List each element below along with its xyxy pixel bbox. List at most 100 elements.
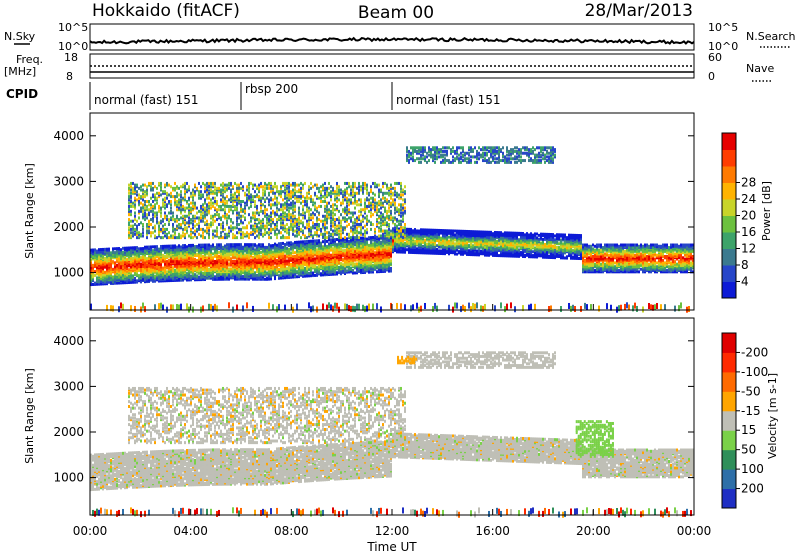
range-cell	[96, 276, 98, 279]
range-cell	[220, 260, 222, 263]
range-cell	[212, 190, 214, 193]
range-cell	[214, 185, 216, 188]
range-cell	[356, 203, 358, 206]
range-cell	[284, 267, 286, 270]
range-cell	[230, 257, 232, 260]
range-cell	[294, 255, 296, 258]
range-cell	[260, 261, 262, 264]
range-cell	[106, 275, 108, 278]
range-cell	[166, 245, 168, 248]
range-cell	[232, 270, 234, 273]
range-cell	[256, 274, 258, 277]
range-cell	[186, 221, 188, 224]
range-cell	[276, 185, 278, 188]
range-cell	[172, 218, 174, 221]
range-cell	[284, 189, 286, 192]
range-cell	[354, 218, 356, 221]
range-cell	[222, 203, 224, 206]
range-cell	[180, 268, 182, 271]
range-cell	[288, 226, 290, 229]
range-cell	[134, 306, 136, 312]
range-cell	[234, 192, 236, 195]
range-cell	[134, 184, 136, 187]
range-cell	[312, 221, 314, 224]
range-cell	[332, 221, 334, 224]
range-cell	[318, 239, 320, 242]
range-cell	[128, 231, 130, 234]
range-cell	[292, 242, 294, 245]
range-cell	[304, 267, 306, 270]
range-cell	[338, 230, 340, 233]
range-cell	[118, 266, 120, 269]
freq-tick-bottom: 8	[66, 70, 73, 83]
range-cell	[320, 190, 322, 193]
range-cell	[322, 240, 324, 243]
range-cell	[232, 210, 234, 213]
range-cell	[318, 212, 320, 215]
range-cell	[292, 267, 294, 270]
range-cell	[292, 276, 294, 279]
range-cell	[156, 197, 158, 200]
range-cell	[214, 260, 216, 263]
range-cell	[184, 215, 186, 218]
range-cell	[354, 231, 356, 234]
range-cell	[180, 190, 182, 193]
range-cell	[334, 238, 336, 241]
range-cell	[170, 260, 172, 263]
range-cell	[334, 190, 336, 193]
range-cell	[366, 268, 368, 271]
range-cell	[360, 263, 362, 266]
range-cell	[174, 218, 176, 221]
range-cell	[286, 228, 288, 231]
range-cell	[170, 304, 172, 310]
range-cell	[130, 234, 132, 237]
range-cell	[276, 233, 278, 236]
range-cell	[134, 260, 136, 263]
range-cell	[136, 220, 138, 223]
range-cell	[202, 267, 204, 270]
range-cell	[252, 228, 254, 231]
range-cell	[300, 244, 302, 247]
range-cell	[136, 273, 138, 276]
range-cell	[322, 270, 324, 273]
range-cell	[218, 236, 220, 239]
range-cell	[168, 231, 170, 234]
range-cell	[124, 275, 126, 278]
range-cell	[166, 270, 168, 273]
range-cell	[220, 189, 222, 192]
range-cell	[224, 184, 226, 187]
range-cell	[350, 244, 352, 247]
range-cell	[320, 262, 322, 265]
range-cell	[272, 244, 274, 247]
range-cell	[296, 218, 298, 221]
range-cell	[156, 245, 158, 248]
range-cell	[92, 252, 94, 255]
range-cell	[282, 190, 284, 193]
range-cell	[334, 230, 336, 233]
range-cell	[306, 255, 308, 258]
range-cell	[146, 208, 148, 211]
range-cell	[296, 264, 298, 267]
range-cell	[286, 187, 288, 190]
range-cell	[356, 200, 358, 203]
range-cell	[280, 264, 282, 267]
range-cell	[244, 253, 246, 256]
range-cell	[296, 234, 298, 237]
range-cell	[316, 195, 318, 198]
range-cell	[286, 249, 288, 252]
range-cell	[184, 182, 186, 185]
range-cell	[156, 255, 158, 258]
range-cell	[242, 215, 244, 218]
range-cell	[218, 208, 220, 211]
range-cell	[250, 231, 252, 234]
range-cell	[266, 271, 268, 274]
range-cell	[362, 237, 364, 240]
range-cell	[220, 275, 222, 278]
range-cell	[298, 241, 300, 244]
range-cell	[252, 198, 254, 201]
range-cell	[236, 187, 238, 190]
range-cell	[296, 184, 298, 187]
range-cell	[340, 247, 342, 250]
range-cell	[174, 228, 176, 231]
range-cell	[198, 260, 200, 263]
